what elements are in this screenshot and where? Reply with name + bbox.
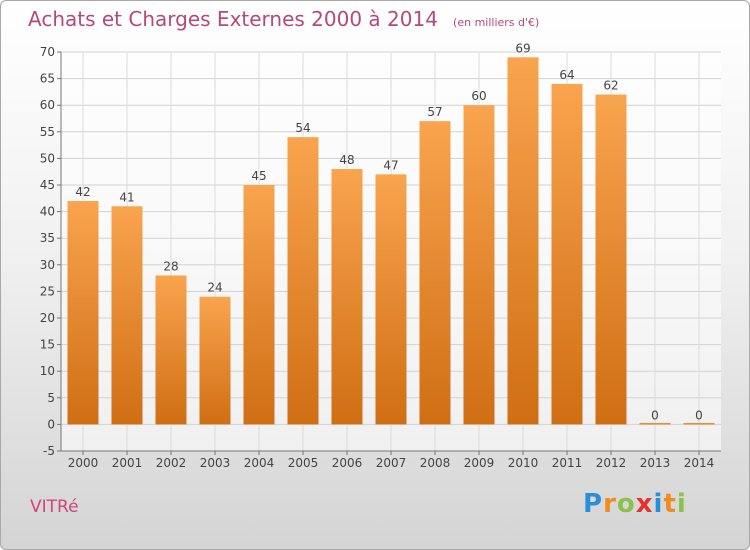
y-tick-label: -5 bbox=[43, 444, 55, 458]
x-tick-label: 2003 bbox=[200, 456, 231, 470]
x-tick-label: 2009 bbox=[464, 456, 495, 470]
bar-value-label: 45 bbox=[251, 169, 266, 183]
bar-2002 bbox=[155, 275, 187, 425]
y-tick-label: 5 bbox=[47, 391, 55, 405]
y-tick-label: 55 bbox=[40, 125, 55, 139]
bar-value-label: 64 bbox=[559, 68, 574, 82]
y-tick-label: 30 bbox=[40, 258, 55, 272]
x-tick-label: 2002 bbox=[156, 456, 187, 470]
title-row: Achats et Charges Externes 2000 à 2014 (… bbox=[28, 7, 539, 31]
y-tick-label: 10 bbox=[40, 364, 55, 378]
bar-2005 bbox=[287, 137, 319, 425]
bar-2011 bbox=[551, 83, 583, 425]
y-tick-label: 45 bbox=[40, 178, 55, 192]
x-tick-label: 2005 bbox=[288, 456, 319, 470]
chart-title: Achats et Charges Externes 2000 à 2014 bbox=[28, 7, 438, 31]
x-tick-label: 2001 bbox=[112, 456, 143, 470]
bar-2003 bbox=[199, 296, 231, 425]
x-tick-label: 2010 bbox=[508, 456, 539, 470]
x-tick-label: 2007 bbox=[376, 456, 407, 470]
y-tick-label: 0 bbox=[47, 417, 55, 431]
bar-layer bbox=[67, 57, 715, 425]
y-tick-label: 20 bbox=[40, 311, 55, 325]
logo-letter: x bbox=[635, 489, 654, 519]
bar-2000 bbox=[67, 200, 99, 425]
logo-letter: o bbox=[616, 489, 636, 519]
y-tick-label: 15 bbox=[40, 338, 55, 352]
bar-2014 bbox=[683, 422, 715, 425]
x-tick-label: 2004 bbox=[244, 456, 275, 470]
y-tick-label: 25 bbox=[40, 284, 55, 298]
y-tick-label: 35 bbox=[40, 231, 55, 245]
axis-layer: -5 0 5 10 15 20 25 30 35 40 45 50 55 60 65 70 2000 2001 20… bbox=[40, 45, 721, 470]
bar-2007 bbox=[375, 174, 407, 425]
place-name: VITRé bbox=[30, 497, 79, 517]
bar-value-label: 47 bbox=[383, 158, 398, 172]
bar-2009 bbox=[463, 105, 495, 425]
logo-letter: r bbox=[603, 489, 617, 519]
x-tick-label: 2008 bbox=[420, 456, 451, 470]
chart-subtitle: (en milliers d'€) bbox=[453, 16, 540, 29]
bar-value-label: 0 bbox=[695, 408, 703, 422]
bar-value-label: 54 bbox=[295, 121, 310, 135]
bar-value-label: 48 bbox=[339, 153, 354, 167]
bar-2006 bbox=[331, 169, 363, 425]
y-tick-label: 65 bbox=[40, 72, 55, 86]
bar-value-label: 62 bbox=[603, 79, 618, 93]
bar-value-label: 28 bbox=[163, 259, 178, 273]
bar-value-label: 60 bbox=[471, 89, 486, 103]
bar-2012 bbox=[595, 94, 627, 425]
x-tick-label: 2012 bbox=[596, 456, 627, 470]
bar-2008 bbox=[419, 121, 451, 425]
bar-2004 bbox=[243, 185, 275, 425]
proxiti-logo: Proxiti bbox=[583, 489, 687, 519]
bar-2013 bbox=[639, 422, 671, 425]
label-layer: 42 41 28 24 45 54 48 47 57 60 69 64 62 0 0 bbox=[75, 41, 702, 422]
logo-letter: i bbox=[653, 489, 664, 519]
bar-2010 bbox=[507, 57, 539, 425]
y-tick-label: 60 bbox=[40, 98, 55, 112]
x-tick-label: 2006 bbox=[332, 456, 363, 470]
logo-letter: P bbox=[583, 489, 604, 519]
logo-letter: i bbox=[676, 489, 687, 519]
logo-letter: t bbox=[663, 489, 677, 519]
x-tick-label: 2014 bbox=[684, 456, 715, 470]
x-tick-label: 2013 bbox=[640, 456, 671, 470]
x-tick-label: 2000 bbox=[68, 456, 99, 470]
bar-value-label: 69 bbox=[515, 41, 530, 55]
bar-value-label: 57 bbox=[427, 105, 442, 119]
y-tick-label: 70 bbox=[40, 45, 55, 59]
bar-2001 bbox=[111, 206, 143, 425]
bar-value-label: 24 bbox=[207, 281, 222, 295]
x-tick-label: 2011 bbox=[552, 456, 583, 470]
y-tick-label: 40 bbox=[40, 205, 55, 219]
bar-value-label: 0 bbox=[651, 408, 659, 422]
y-tick-label: 50 bbox=[40, 151, 55, 165]
bar-value-label: 41 bbox=[119, 190, 134, 204]
bar-value-label: 42 bbox=[75, 185, 90, 199]
